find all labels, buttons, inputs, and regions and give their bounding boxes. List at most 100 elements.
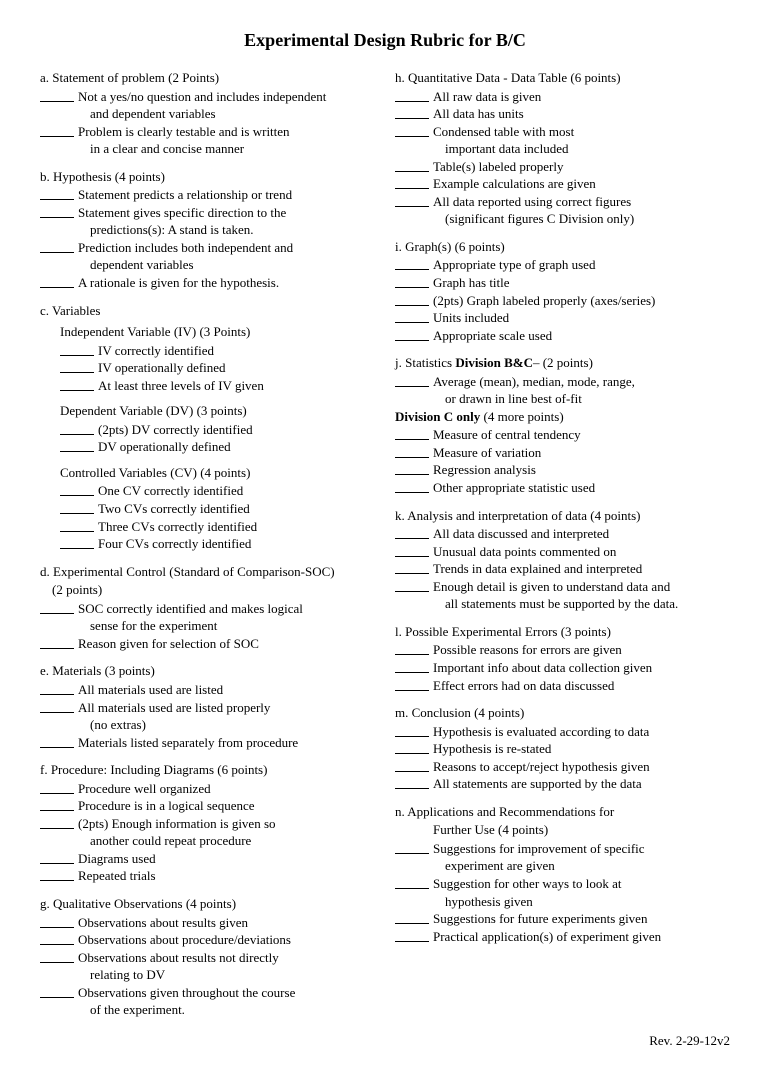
item-text: A rationale is given for the hypothesis. [78, 274, 375, 292]
score-blank[interactable] [395, 840, 429, 854]
rubric-item: Practical application(s) of experiment g… [395, 928, 730, 946]
rubric-item: Observations about results not directly [40, 949, 375, 967]
score-blank[interactable] [40, 949, 74, 963]
score-blank[interactable] [395, 309, 429, 323]
section-j-header: j. Statistics Division B&C– (2 points) [395, 354, 730, 372]
item-text: Suggestions for improvement of specific [433, 840, 730, 858]
item-text: All data discussed and interpreted [433, 525, 730, 543]
rubric-item: One CV correctly identified [40, 482, 375, 500]
item-text: Regression analysis [433, 461, 730, 479]
item-continuation: of the experiment. [40, 1001, 375, 1019]
score-blank[interactable] [40, 797, 74, 811]
item-continuation: all statements must be supported by the … [395, 595, 730, 613]
rubric-item: IV operationally defined [40, 359, 375, 377]
score-blank[interactable] [395, 175, 429, 189]
score-blank[interactable] [40, 123, 74, 137]
item-text: At least three levels of IV given [98, 377, 375, 395]
rubric-item: Units included [395, 309, 730, 327]
score-blank[interactable] [40, 815, 74, 829]
score-blank[interactable] [395, 641, 429, 655]
score-blank[interactable] [395, 758, 429, 772]
rubric-item: (2pts) DV correctly identified [40, 421, 375, 439]
score-blank[interactable] [395, 525, 429, 539]
item-text: Appropriate scale used [433, 327, 730, 345]
score-blank[interactable] [40, 88, 74, 102]
score-blank[interactable] [60, 421, 94, 435]
score-blank[interactable] [395, 578, 429, 592]
score-blank[interactable] [60, 482, 94, 496]
score-blank[interactable] [40, 635, 74, 649]
item-continuation: and dependent variables [40, 105, 375, 123]
score-blank[interactable] [395, 274, 429, 288]
left-column: a. Statement of problem (2 Points)Not a … [40, 69, 375, 1029]
section-e-header: e. Materials (3 points) [40, 662, 375, 680]
score-blank[interactable] [60, 438, 94, 452]
rubric-item: DV operationally defined [40, 438, 375, 456]
score-blank[interactable] [40, 867, 74, 881]
score-blank[interactable] [60, 359, 94, 373]
score-blank[interactable] [40, 204, 74, 218]
score-blank[interactable] [40, 780, 74, 794]
score-blank[interactable] [395, 560, 429, 574]
score-blank[interactable] [40, 734, 74, 748]
score-blank[interactable] [395, 479, 429, 493]
score-blank[interactable] [395, 543, 429, 557]
item-text: Observations about results not directly [78, 949, 375, 967]
score-blank[interactable] [40, 186, 74, 200]
score-blank[interactable] [395, 740, 429, 754]
item-text: All statements are supported by the data [433, 775, 730, 793]
score-blank[interactable] [395, 292, 429, 306]
score-blank[interactable] [40, 600, 74, 614]
score-blank[interactable] [40, 914, 74, 928]
score-blank[interactable] [395, 123, 429, 137]
page-title: Experimental Design Rubric for B/C [40, 30, 730, 51]
rubric-item: Reason given for selection of SOC [40, 635, 375, 653]
score-blank[interactable] [60, 500, 94, 514]
score-blank[interactable] [395, 461, 429, 475]
score-blank[interactable] [40, 984, 74, 998]
item-text: Unusual data points commented on [433, 543, 730, 561]
score-blank[interactable] [395, 373, 429, 387]
score-blank[interactable] [395, 875, 429, 889]
score-blank[interactable] [60, 377, 94, 391]
item-text: All materials used are listed [78, 681, 375, 699]
item-text: (2pts) Enough information is given so [78, 815, 375, 833]
score-blank[interactable] [40, 699, 74, 713]
score-blank[interactable] [40, 239, 74, 253]
item-text: Other appropriate statistic used [433, 479, 730, 497]
rubric-item: All data reported using correct figures [395, 193, 730, 211]
revision-footer: Rev. 2-29-12v2 [40, 1033, 730, 1049]
score-blank[interactable] [395, 88, 429, 102]
content-columns: a. Statement of problem (2 Points)Not a … [40, 69, 730, 1029]
rubric-item: Diagrams used [40, 850, 375, 868]
score-blank[interactable] [60, 518, 94, 532]
score-blank[interactable] [395, 723, 429, 737]
score-blank[interactable] [40, 931, 74, 945]
item-text: Effect errors had on data discussed [433, 677, 730, 695]
item-text: (2pts) Graph labeled properly (axes/seri… [433, 292, 730, 310]
score-blank[interactable] [395, 775, 429, 789]
score-blank[interactable] [395, 910, 429, 924]
rubric-item: Materials listed separately from procedu… [40, 734, 375, 752]
score-blank[interactable] [60, 535, 94, 549]
score-blank[interactable] [395, 256, 429, 270]
score-blank[interactable] [395, 659, 429, 673]
score-blank[interactable] [395, 426, 429, 440]
score-blank[interactable] [395, 928, 429, 942]
item-text: SOC correctly identified and makes logic… [78, 600, 375, 618]
score-blank[interactable] [40, 681, 74, 695]
item-text: Example calculations are given [433, 175, 730, 193]
item-text: Average (mean), median, mode, range, [433, 373, 730, 391]
rubric-item: Unusual data points commented on [395, 543, 730, 561]
item-text: Prediction includes both independent and [78, 239, 375, 257]
score-blank[interactable] [395, 444, 429, 458]
score-blank[interactable] [40, 850, 74, 864]
score-blank[interactable] [395, 193, 429, 207]
score-blank[interactable] [60, 342, 94, 356]
score-blank[interactable] [40, 274, 74, 288]
score-blank[interactable] [395, 677, 429, 691]
rubric-item: Other appropriate statistic used [395, 479, 730, 497]
score-blank[interactable] [395, 158, 429, 172]
score-blank[interactable] [395, 105, 429, 119]
score-blank[interactable] [395, 327, 429, 341]
